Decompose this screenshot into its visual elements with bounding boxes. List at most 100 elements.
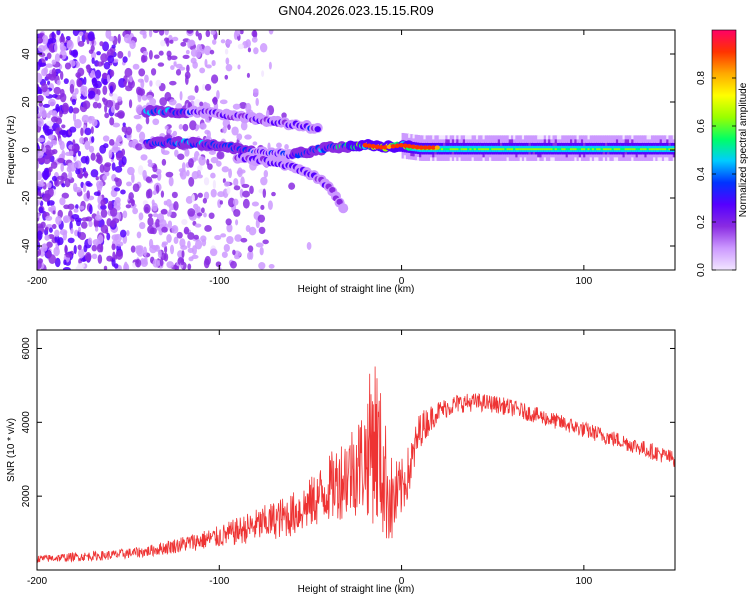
band-cell bbox=[412, 140, 416, 145]
band-cell bbox=[484, 141, 488, 146]
band-cell bbox=[526, 156, 530, 161]
noise-cell bbox=[188, 176, 195, 187]
noise-cell bbox=[82, 100, 91, 110]
band-cell bbox=[545, 153, 549, 158]
noise-cell bbox=[37, 223, 44, 229]
band-cell bbox=[451, 141, 455, 146]
band-cell bbox=[640, 141, 644, 146]
band-cell bbox=[460, 138, 464, 143]
noise-cell bbox=[148, 213, 153, 218]
band-cell bbox=[491, 141, 495, 146]
band-cell bbox=[609, 135, 613, 140]
noise-cell bbox=[140, 259, 149, 267]
noise-cell bbox=[174, 149, 179, 158]
band-cell bbox=[572, 135, 576, 140]
noise-cell bbox=[193, 234, 199, 240]
band-cell bbox=[572, 153, 576, 158]
band-cell bbox=[609, 156, 613, 161]
noise-cell bbox=[127, 50, 131, 58]
noise-cell bbox=[99, 164, 105, 173]
band-cell bbox=[478, 138, 482, 143]
band-cell bbox=[666, 135, 670, 140]
band-cell bbox=[580, 150, 584, 155]
band-cell bbox=[672, 156, 675, 161]
band-cell bbox=[587, 138, 591, 143]
noise-cell bbox=[199, 101, 204, 107]
noise-cell bbox=[90, 126, 94, 134]
noise-cell bbox=[233, 178, 239, 187]
band-cell bbox=[609, 150, 613, 155]
band-cell bbox=[580, 135, 584, 140]
band-cell bbox=[548, 153, 552, 158]
band-cell bbox=[515, 150, 519, 155]
noise-cell bbox=[115, 152, 124, 161]
band-cell bbox=[550, 135, 554, 140]
band-cell bbox=[622, 138, 626, 143]
band-cell bbox=[403, 154, 407, 159]
peak-cell bbox=[406, 144, 412, 149]
band-cell bbox=[432, 141, 436, 146]
band-cell bbox=[506, 144, 510, 149]
noise-cell bbox=[43, 146, 47, 153]
band-cell bbox=[624, 141, 628, 146]
noise-cell bbox=[237, 43, 245, 50]
noise-cell bbox=[41, 82, 48, 93]
top-x-ticks: -200 -100 0 100 bbox=[27, 30, 593, 287]
noise-cell bbox=[167, 54, 172, 61]
band-cell bbox=[467, 135, 471, 140]
band-cell bbox=[445, 141, 449, 146]
noise-cell bbox=[212, 39, 217, 45]
x-tick-label: -100 bbox=[209, 576, 229, 587]
band-cell bbox=[513, 150, 517, 155]
band-cell bbox=[440, 138, 444, 143]
noise-cell bbox=[90, 152, 96, 161]
peak-cell bbox=[410, 144, 416, 149]
trace-cell bbox=[336, 198, 343, 205]
noise-cell bbox=[178, 124, 183, 130]
band-cell bbox=[543, 144, 547, 149]
noise-cell bbox=[155, 184, 160, 194]
band-cell bbox=[572, 138, 576, 143]
band-cell bbox=[572, 156, 576, 161]
noise-cell bbox=[106, 218, 112, 227]
band-cell bbox=[637, 150, 641, 155]
noise-cell bbox=[132, 63, 140, 70]
colorbar: 0.0 0.2 0.4 0.6 0.8 Normalized spectral ampl… bbox=[696, 29, 749, 277]
band-cell bbox=[414, 138, 418, 143]
band-cell bbox=[532, 153, 536, 158]
band-cell bbox=[655, 156, 659, 161]
band-cell bbox=[528, 153, 532, 158]
band-cell bbox=[403, 136, 407, 141]
band-cell bbox=[637, 144, 641, 149]
band-cell bbox=[469, 153, 473, 158]
band-cell bbox=[532, 156, 536, 161]
band-cell bbox=[559, 153, 563, 158]
band-cell bbox=[637, 138, 641, 143]
band-cell bbox=[561, 135, 565, 140]
band-cell bbox=[506, 153, 510, 158]
band-cell bbox=[539, 150, 543, 155]
band-cell bbox=[436, 156, 440, 161]
band-cell bbox=[554, 144, 558, 149]
noise-cell bbox=[52, 93, 58, 99]
band-cell bbox=[648, 153, 652, 158]
band-cell bbox=[585, 156, 589, 161]
noise-cell bbox=[63, 216, 69, 224]
noise-cell bbox=[94, 226, 99, 232]
band-cell bbox=[528, 144, 532, 149]
band-cell bbox=[585, 135, 589, 140]
band-cell bbox=[539, 135, 543, 140]
noise-cell bbox=[173, 201, 179, 211]
noise-cell bbox=[259, 43, 268, 53]
noise-cell bbox=[123, 261, 128, 270]
noise-cell bbox=[91, 253, 98, 260]
noise-cell bbox=[111, 234, 119, 241]
noise-cell bbox=[225, 57, 230, 65]
band-cell bbox=[449, 141, 453, 146]
noise-cell bbox=[219, 200, 223, 205]
noise-cell bbox=[53, 246, 60, 257]
band-cell bbox=[524, 156, 528, 161]
band-cell bbox=[578, 135, 582, 140]
noise-cell bbox=[38, 44, 46, 53]
band-cell bbox=[469, 138, 473, 143]
